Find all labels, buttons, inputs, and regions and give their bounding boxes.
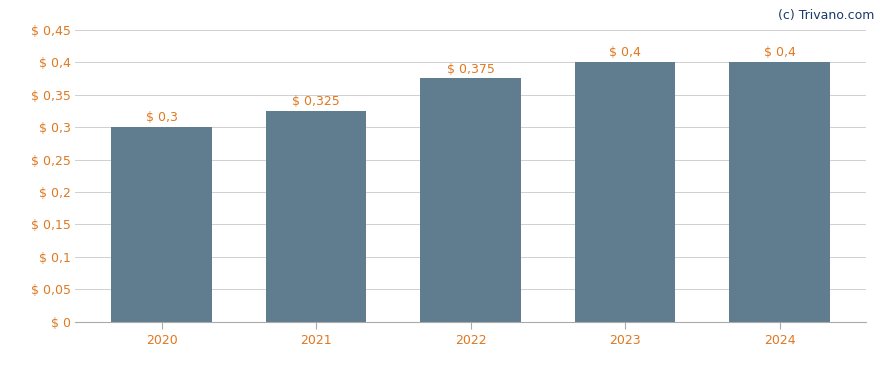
Bar <box>266 111 367 322</box>
Text: (c) Trivano.com: (c) Trivano.com <box>778 9 875 22</box>
Bar <box>111 127 212 322</box>
Bar <box>729 62 830 322</box>
Text: $ 0,325: $ 0,325 <box>292 95 340 108</box>
Text: $ 0,4: $ 0,4 <box>609 47 641 60</box>
Text: $ 0,375: $ 0,375 <box>447 63 495 76</box>
Text: $ 0,4: $ 0,4 <box>764 47 796 60</box>
Text: $ 0,3: $ 0,3 <box>146 111 178 124</box>
Bar <box>575 62 676 322</box>
Bar <box>420 78 521 322</box>
